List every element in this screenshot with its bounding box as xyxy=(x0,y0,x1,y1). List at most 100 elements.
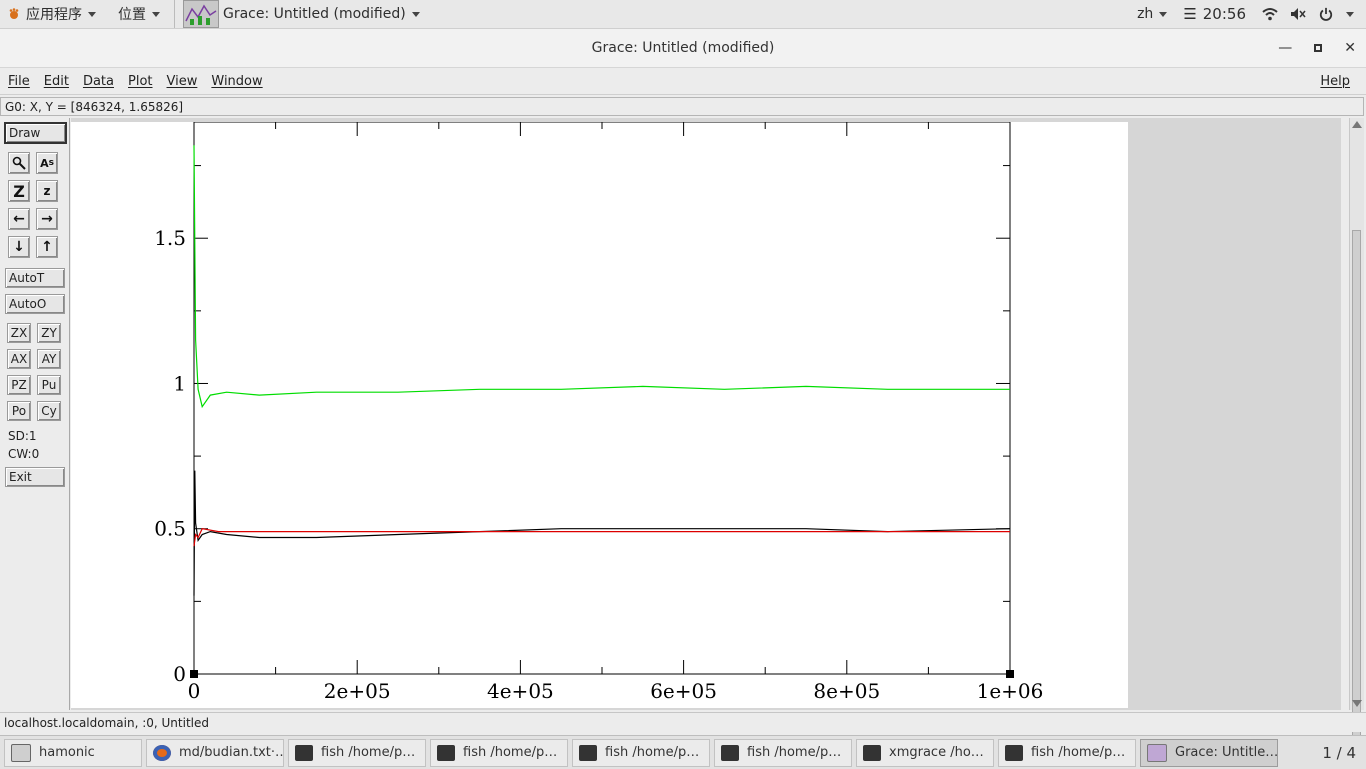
x-tick-label: 1e+06 xyxy=(977,679,1044,703)
pu-button[interactable]: Pu xyxy=(37,375,61,395)
terminal-icon xyxy=(579,744,597,761)
task-item[interactable]: fish /home/p… xyxy=(288,738,426,767)
pz-button[interactable]: PZ xyxy=(7,375,31,395)
x-tick-label: 6e+05 xyxy=(650,679,717,703)
window-menu-label: Grace: Untitled (modified) xyxy=(223,6,406,22)
scroll-left-icon[interactable]: ← xyxy=(8,208,30,230)
grace-icon xyxy=(183,0,219,28)
task-item[interactable]: md/budian.txt·… xyxy=(146,738,284,767)
y-tick-label: 1 xyxy=(173,371,186,395)
scroll-up-arrow-icon[interactable] xyxy=(1352,121,1362,128)
menu-plot[interactable]: Plot xyxy=(128,73,153,89)
autot-button[interactable]: AutoT xyxy=(5,268,65,288)
terminal-icon xyxy=(1005,744,1023,761)
grace-icon xyxy=(1147,743,1167,762)
task-item-active[interactable]: Grace: Untitle… xyxy=(1140,738,1278,767)
draw-button[interactable]: Draw xyxy=(4,122,67,144)
language-menu[interactable]: zh xyxy=(1129,0,1175,28)
clock[interactable]: ☰ 20:56 xyxy=(1175,0,1254,28)
window-menu[interactable]: Grace: Untitled (modified) xyxy=(174,0,428,28)
scroll-down-icon[interactable]: ↓ xyxy=(8,236,30,258)
menu-window[interactable]: Window xyxy=(211,73,263,89)
task-item[interactable]: fish /home/p… xyxy=(430,738,568,767)
system-menu[interactable] xyxy=(1254,0,1366,28)
minimize-icon[interactable]: — xyxy=(1278,40,1293,56)
task-label: hamonic xyxy=(39,745,95,760)
task-item[interactable]: fish /home/p… xyxy=(998,738,1136,767)
firefox-icon xyxy=(153,744,171,761)
locator-bar: G0: X, Y = [846324, 1.65826] xyxy=(0,97,1364,116)
window-title: Grace: Untitled (modified) xyxy=(591,40,775,56)
applications-menu[interactable]: 应用程序 xyxy=(0,0,104,28)
task-label: Grace: Untitle… xyxy=(1175,745,1278,760)
series-line-0 xyxy=(193,145,1010,409)
workspace-pager[interactable]: 1 / 4 xyxy=(1322,743,1356,762)
cy-button[interactable]: Cy xyxy=(37,401,61,421)
zy-button[interactable]: ZY xyxy=(37,323,61,343)
places-menu[interactable]: 位置 xyxy=(110,0,168,28)
taskbar: hamonic md/budian.txt·… fish /home/p… fi… xyxy=(0,735,1366,769)
menu-view[interactable]: View xyxy=(166,73,198,89)
scroll-down-arrow-icon[interactable] xyxy=(1352,700,1362,707)
menu-data[interactable]: Data xyxy=(82,73,114,89)
exit-button[interactable]: Exit xyxy=(5,467,65,487)
series-line-1 xyxy=(193,470,1011,596)
task-label: xmgrace /ho… xyxy=(889,745,984,760)
scroll-up-icon[interactable]: ↑ xyxy=(36,236,58,258)
zoom-icon[interactable] xyxy=(8,152,30,174)
ax-button[interactable]: AX xyxy=(7,349,31,369)
task-label: fish /home/p… xyxy=(321,745,416,760)
task-item[interactable]: fish /home/p… xyxy=(714,738,852,767)
y-tick-label: 0 xyxy=(173,662,186,686)
top-panel: 应用程序 位置 Grace: Untitled (modified) zh ☰ … xyxy=(0,0,1366,29)
scroll-right-icon[interactable]: → xyxy=(36,208,58,230)
terminal-icon xyxy=(295,744,313,761)
magnifier-icon xyxy=(12,156,26,170)
autoo-button[interactable]: AutoO xyxy=(5,294,65,314)
task-label: md/budian.txt·… xyxy=(179,745,284,760)
x-tick-label: 8e+05 xyxy=(813,679,880,703)
menu-file[interactable]: File xyxy=(8,73,30,89)
x-tick-label: 0 xyxy=(188,679,201,703)
zoom-in-icon[interactable]: Z xyxy=(8,180,30,202)
po-button[interactable]: Po xyxy=(7,401,31,421)
zoom-out-icon[interactable]: z xyxy=(36,180,58,202)
maximize-icon[interactable] xyxy=(1314,44,1323,52)
close-icon[interactable]: ✕ xyxy=(1344,40,1356,56)
scrollbar-thumb[interactable] xyxy=(1352,230,1361,750)
chevron-down-icon xyxy=(1346,11,1354,17)
series-line-2 xyxy=(193,528,1010,547)
window-titlebar[interactable]: Grace: Untitled (modified) — ✕ xyxy=(0,29,1366,68)
menu-icon: ☰ xyxy=(1183,5,1197,23)
task-label: fish /home/p… xyxy=(463,745,558,760)
chevron-down-icon xyxy=(1159,11,1168,17)
menu-edit[interactable]: Edit xyxy=(43,73,69,89)
drawing-area[interactable]: 0 2e+05 4e+05 6e+05 8e+05 1e+06 0 0.5 1 1.5 xyxy=(71,118,1341,710)
y-tick-label: 0.5 xyxy=(154,517,186,541)
applications-label: 应用程序 xyxy=(26,7,82,23)
line-chart[interactable]: 0 2e+05 4e+05 6e+05 8e+05 1e+06 0 0.5 1 1.5 xyxy=(71,121,1128,708)
power-icon xyxy=(1319,7,1333,21)
terminal-icon xyxy=(721,744,739,761)
foot-icon xyxy=(9,8,19,19)
chevron-down-icon xyxy=(411,11,420,17)
vertical-scrollbar[interactable] xyxy=(1349,118,1364,750)
task-item[interactable]: hamonic xyxy=(4,738,142,767)
task-item[interactable]: xmgrace /ho… xyxy=(856,738,994,767)
plot-frame xyxy=(193,121,1011,675)
cw-label: CW:0 xyxy=(8,447,40,461)
ay-button[interactable]: AY xyxy=(37,349,61,369)
menu-bar: File Edit Data Plot View Window Help xyxy=(0,68,1366,95)
status-line: localhost.localdomain, :0, Untitled xyxy=(0,712,1366,732)
menu-help[interactable]: Help xyxy=(1320,73,1350,89)
zx-button[interactable]: ZX xyxy=(7,323,31,343)
plot-canvas[interactable]: 0 2e+05 4e+05 6e+05 8e+05 1e+06 0 0.5 1 1.5 xyxy=(71,121,1128,708)
task-item[interactable]: fish /home/p… xyxy=(572,738,710,767)
sd-label: SD:1 xyxy=(8,429,37,443)
x-tick-label: 4e+05 xyxy=(487,679,554,703)
task-label: fish /home/p… xyxy=(747,745,842,760)
y-tick-label: 1.5 xyxy=(154,226,186,250)
x-tick-label: 2e+05 xyxy=(324,679,391,703)
